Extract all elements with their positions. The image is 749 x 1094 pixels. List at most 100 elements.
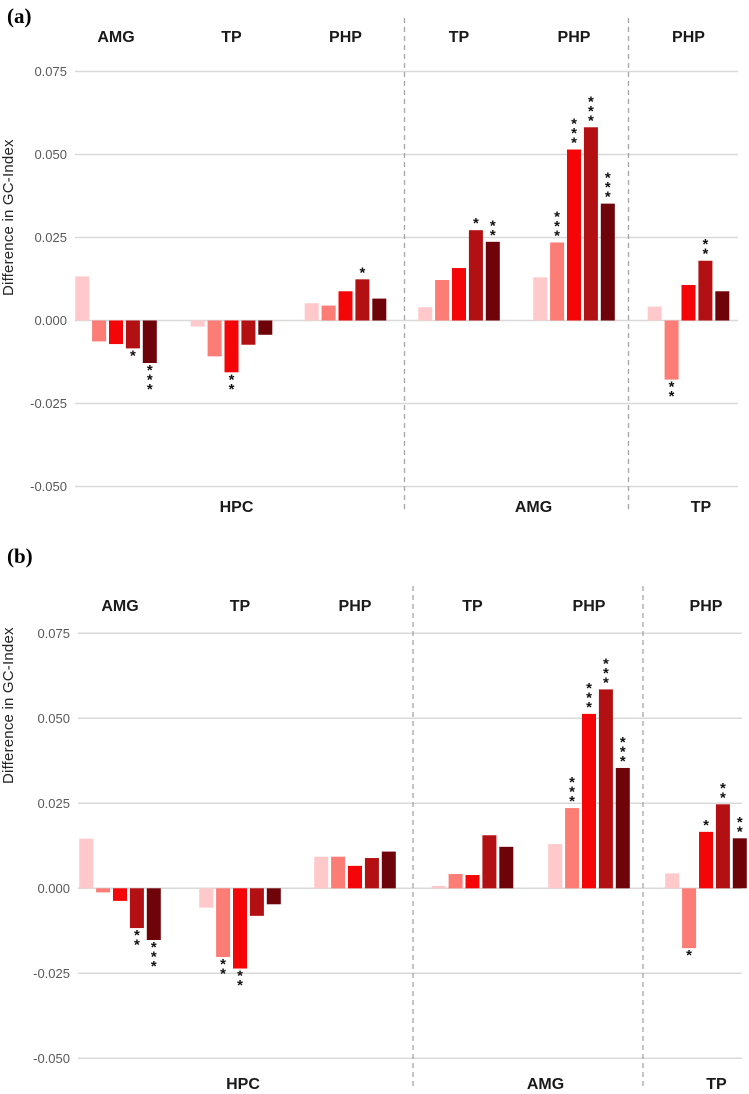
significance-star: * bbox=[134, 927, 140, 944]
bar bbox=[681, 284, 696, 321]
subgroup-header: TP bbox=[221, 29, 242, 46]
y-tick-label: 0.075 bbox=[34, 64, 67, 79]
bar bbox=[550, 242, 565, 321]
significance-star: * bbox=[554, 218, 560, 235]
panel-b: (b) Difference in GC-Index 0.075 0.050 0.0… bbox=[0, 540, 749, 1094]
bar bbox=[142, 320, 157, 363]
significance-star: * bbox=[359, 264, 365, 281]
significance-star: * bbox=[605, 179, 611, 196]
significance-star: * bbox=[490, 227, 496, 244]
significance-star: * bbox=[237, 968, 243, 985]
bar bbox=[241, 320, 256, 345]
significance-star: * bbox=[669, 379, 675, 396]
significance-star: * bbox=[605, 189, 611, 206]
bar bbox=[199, 888, 214, 908]
y-tick-label: -0.050 bbox=[30, 479, 67, 494]
significance-star: * bbox=[620, 734, 626, 751]
section-label: HPC bbox=[226, 1076, 260, 1093]
panel-a-chart: 0.0750.0500.0250.000-0.025-0.050AMG****T… bbox=[30, 18, 738, 516]
significance-star: * bbox=[603, 665, 609, 682]
significance-star: * bbox=[703, 817, 709, 834]
bar bbox=[682, 888, 697, 949]
bar bbox=[548, 844, 563, 889]
significance-star: * bbox=[586, 680, 592, 697]
panel-b-label: (b) bbox=[7, 544, 33, 568]
significance-star: * bbox=[554, 208, 560, 225]
subgroup-header: TP bbox=[462, 598, 483, 615]
y-tick-label: 0.050 bbox=[34, 147, 67, 162]
subgroup-header: PHP bbox=[573, 598, 606, 615]
subgroup-header: TP bbox=[449, 29, 470, 46]
significance-star: * bbox=[569, 784, 575, 801]
bar bbox=[79, 838, 94, 889]
bar bbox=[732, 838, 747, 889]
bar bbox=[600, 203, 615, 321]
bar bbox=[435, 279, 450, 321]
bar bbox=[567, 149, 581, 321]
bar bbox=[715, 804, 730, 889]
bar bbox=[582, 713, 596, 889]
significance-star: * bbox=[620, 753, 626, 770]
significance-star: * bbox=[571, 125, 577, 142]
significance-star: * bbox=[569, 774, 575, 791]
bar bbox=[615, 767, 630, 889]
bar bbox=[109, 320, 123, 345]
bar bbox=[482, 835, 497, 889]
bar bbox=[129, 888, 144, 929]
bar bbox=[216, 888, 231, 957]
y-tick-label: 0.075 bbox=[37, 626, 70, 641]
bar bbox=[304, 303, 319, 321]
bar bbox=[565, 808, 580, 889]
significance-star: * bbox=[586, 699, 592, 716]
significance-star: * bbox=[569, 793, 575, 810]
significance-star: * bbox=[473, 215, 479, 232]
panel-a: (a) Difference in GC-Index 0.075 0.050 0.0… bbox=[0, 0, 749, 540]
bar bbox=[207, 320, 222, 357]
bar bbox=[249, 888, 264, 916]
bar bbox=[533, 277, 548, 321]
significance-star: * bbox=[720, 780, 726, 797]
bar bbox=[314, 856, 329, 889]
significance-star: * bbox=[571, 116, 577, 133]
bar bbox=[468, 230, 483, 321]
bar bbox=[348, 865, 362, 889]
significance-star: * bbox=[229, 381, 235, 398]
bar bbox=[321, 305, 336, 321]
bar bbox=[125, 320, 140, 349]
bar bbox=[465, 875, 480, 889]
bar bbox=[224, 320, 239, 373]
y-tick-label: 0.025 bbox=[37, 796, 70, 811]
bar bbox=[266, 888, 281, 905]
bar bbox=[372, 298, 387, 321]
bar bbox=[75, 276, 90, 321]
bar bbox=[338, 291, 353, 321]
bar bbox=[452, 268, 466, 321]
significance-star: * bbox=[147, 362, 153, 379]
bar bbox=[583, 127, 598, 321]
bar bbox=[258, 320, 273, 335]
y-tick-label: -0.050 bbox=[33, 1051, 70, 1066]
significance-star: * bbox=[737, 814, 743, 831]
significance-star: * bbox=[586, 689, 592, 706]
y-tick-label: -0.025 bbox=[33, 966, 70, 981]
significance-star: * bbox=[588, 103, 594, 120]
bar bbox=[499, 846, 514, 889]
bar bbox=[647, 306, 662, 321]
subgroup-header: PHP bbox=[339, 598, 372, 615]
significance-star: * bbox=[720, 789, 726, 806]
bar bbox=[485, 241, 500, 321]
y-tick-label: 0.000 bbox=[37, 881, 70, 896]
subgroup-header: PHP bbox=[329, 29, 362, 46]
bar bbox=[598, 689, 613, 889]
significance-star: * bbox=[220, 956, 226, 973]
significance-star: * bbox=[686, 947, 692, 964]
significance-star: * bbox=[220, 965, 226, 982]
bar bbox=[699, 831, 713, 889]
bar bbox=[331, 856, 346, 889]
significance-star: * bbox=[229, 371, 235, 388]
significance-star: * bbox=[605, 170, 611, 187]
section-label: TP bbox=[691, 499, 712, 516]
y-tick-label: 0.050 bbox=[37, 711, 70, 726]
bar bbox=[381, 851, 396, 889]
